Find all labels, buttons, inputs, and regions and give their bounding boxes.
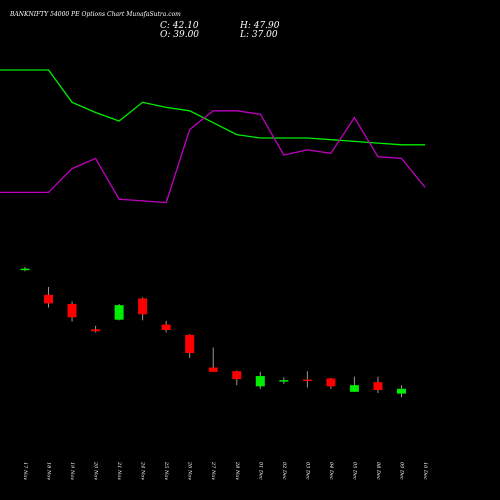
candle-body xyxy=(255,376,265,387)
candle xyxy=(349,376,359,392)
candle-body xyxy=(44,294,54,304)
x-tick-label: 04 Dec xyxy=(328,462,334,480)
x-tick-label: 17 Nov xyxy=(22,462,28,480)
candle xyxy=(185,334,195,358)
overlay-line-2 xyxy=(0,110,426,204)
x-tick-label: 03 Dec xyxy=(304,462,310,480)
x-tick-label: 28 Nov xyxy=(234,461,240,480)
candle xyxy=(138,297,148,321)
candle-body xyxy=(91,329,101,332)
candle xyxy=(91,325,101,333)
overlay-lines xyxy=(0,69,426,204)
low-label: L: 37.00 xyxy=(239,30,278,40)
candle xyxy=(208,347,218,372)
x-tick-label: 01 Dec xyxy=(257,462,263,480)
candle-body xyxy=(161,324,171,330)
high-label: H: 47.90 xyxy=(239,21,280,31)
x-tick-label: 10 Dec xyxy=(422,462,428,480)
candle xyxy=(114,303,124,321)
overlay-line-1 xyxy=(0,69,425,146)
candle-body xyxy=(114,305,124,320)
candle xyxy=(161,320,171,333)
candle xyxy=(232,370,242,386)
x-tick-label: 02 Dec xyxy=(281,462,287,480)
candle-body xyxy=(138,298,148,315)
candle xyxy=(67,301,77,322)
candle xyxy=(279,377,289,384)
x-tick-label: 19 Nov xyxy=(69,462,75,480)
x-tick-label: 21 Nov xyxy=(116,461,122,480)
candle-body xyxy=(373,382,383,390)
candle-body xyxy=(20,268,30,271)
candle xyxy=(326,377,336,389)
x-tick-label: 18 Nov xyxy=(46,462,52,480)
x-tick-label: 27 Nov xyxy=(210,461,216,480)
candle-body xyxy=(302,379,312,382)
candle xyxy=(20,266,30,272)
candle xyxy=(255,371,265,389)
candle-body xyxy=(279,380,289,382)
candle xyxy=(373,376,383,394)
x-tick-label: 08 Dec xyxy=(375,462,381,480)
x-tick-label: 25 Nov xyxy=(163,461,169,480)
candle xyxy=(302,371,312,388)
candle-body xyxy=(232,371,242,380)
candle-body xyxy=(349,385,359,392)
x-tick-label: 26 Nov xyxy=(187,461,193,480)
chart-title: BANKNIFTY 54000 PE Options Chart MunafaS… xyxy=(9,11,181,18)
candle-body xyxy=(396,388,406,394)
x-tick-label: 24 Nov xyxy=(140,461,146,480)
candle-body xyxy=(326,378,336,387)
close-label: C: 42.10 xyxy=(160,21,199,31)
x-axis-labels: 17 Nov 18 Nov 19 Nov 20 Nov 21 Nov 24 Nov 25 N… xyxy=(22,461,428,480)
candle-body xyxy=(185,334,195,354)
x-tick-label: 09 Dec xyxy=(399,462,405,480)
candle xyxy=(396,385,406,398)
open-label: O: 39.00 xyxy=(160,30,199,40)
x-tick-label: 05 Dec xyxy=(351,462,357,480)
x-tick-label: 20 Nov xyxy=(93,461,99,480)
candlestick-series xyxy=(20,266,406,398)
candle xyxy=(44,286,54,308)
candle-body xyxy=(67,303,77,318)
candle-body xyxy=(208,367,218,372)
